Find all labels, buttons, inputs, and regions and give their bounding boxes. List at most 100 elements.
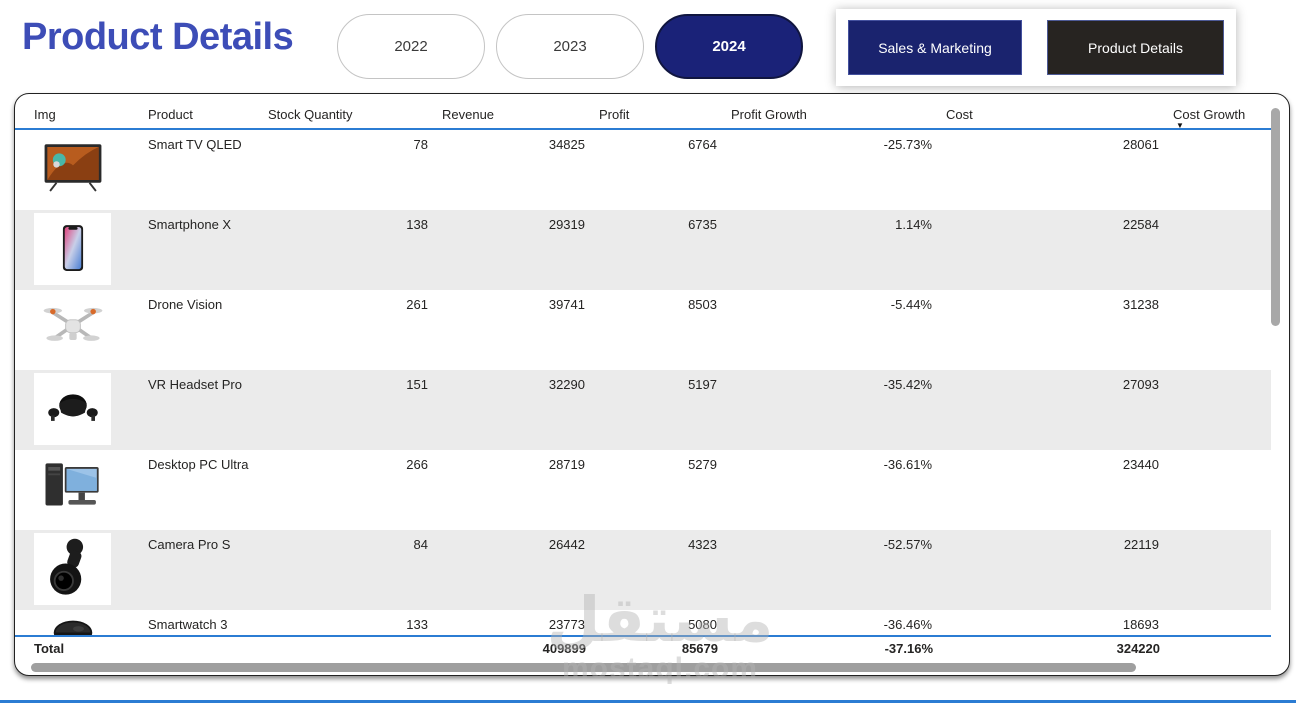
cell-cost: 18693 [1122, 617, 1159, 632]
year-2024-button[interactable]: 2024 [655, 14, 803, 79]
table-row: VR Headset Pro 151 32290 5197 -35.42% 27093 [15, 370, 1271, 450]
cell-profit-growth: -5.44% [890, 297, 932, 312]
cell-revenue: 29319 [429, 210, 586, 290]
cell-image [15, 210, 135, 290]
cell-revenue: 23773 [548, 617, 585, 632]
column-header-cost-growth[interactable]: Cost Growth ▼ [1160, 94, 1271, 130]
cell-image [15, 370, 135, 450]
cell-revenue: 26442 [429, 530, 586, 610]
cell-stock: 84 [255, 530, 429, 610]
cell-image [15, 130, 135, 210]
horizontal-scrollbar-thumb[interactable] [31, 663, 1136, 672]
cell-cost-growth [1160, 370, 1271, 450]
total-revenue: 409899 [429, 635, 586, 660]
cell-profit: 6735 [586, 210, 718, 290]
table-row: Desktop PC Ultra 266 28719 5279 -36.61% 23440 [15, 450, 1271, 530]
vr-headset-product-image [34, 373, 111, 445]
vertical-scrollbar-thumb[interactable] [1271, 108, 1280, 326]
cell-revenue: 28719 [548, 457, 585, 472]
cell-cost: 31238 [1122, 297, 1159, 312]
cell-cost: 22584 [933, 210, 1160, 290]
cell-profit-growth: -52.57% [718, 530, 933, 610]
column-header-img[interactable]: Img [15, 94, 135, 130]
desktop-pc-product-image [34, 453, 111, 525]
total-cost-growth [1160, 635, 1271, 660]
cell-profit: 5080 [688, 617, 717, 632]
column-header-revenue[interactable]: Revenue [429, 94, 586, 130]
camera-product-image [34, 533, 111, 605]
table-rows-viewport: Smart TV QLED 78 34825 6764 -25.73% 28061 Smar… [15, 130, 1271, 635]
cell-cost-growth [1160, 450, 1271, 530]
cell-stock: 133 [406, 617, 428, 632]
cell-image [15, 530, 135, 610]
column-header-product[interactable]: Product [135, 94, 255, 130]
cell-cost-growth [1160, 130, 1271, 210]
cell-stock: 261 [406, 297, 428, 312]
cell-profit-growth: -35.42% [718, 370, 933, 450]
cell-product: Camera Pro S [135, 530, 255, 610]
cell-profit-growth: 1.14% [718, 210, 933, 290]
total-stock [255, 635, 429, 660]
cell-product: Smart TV QLED [148, 137, 242, 152]
cell-profit: 5197 [586, 370, 718, 450]
cell-profit: 4323 [586, 530, 718, 610]
cell-product: Drone Vision [148, 297, 223, 312]
cell-stock: 78 [413, 137, 428, 152]
cell-profit-growth: -25.73% [883, 137, 932, 152]
year-2023-button[interactable]: 2023 [496, 14, 644, 79]
year-2022-button[interactable]: 2022 [337, 14, 485, 79]
page-bottom-border [0, 700, 1296, 703]
cell-product: Desktop PC Ultra [148, 457, 249, 472]
total-cost: 324220 [933, 635, 1160, 660]
smart-tv-product-image [34, 133, 111, 205]
cell-cost-growth [1160, 610, 1271, 635]
drone-product-image [34, 293, 111, 365]
cell-image [15, 610, 135, 635]
nav-product-details-button[interactable]: Product Details [1047, 20, 1224, 75]
cell-stock: 151 [255, 370, 429, 450]
cell-cost-growth [1160, 530, 1271, 610]
cell-revenue: 39741 [548, 297, 585, 312]
column-header-cost[interactable]: Cost [933, 94, 1160, 130]
table-total-row: Total 409899 85679 -37.16% 324220 [15, 635, 1271, 660]
smartwatch-product-image [34, 613, 111, 635]
horizontal-scrollbar-track [15, 661, 1271, 674]
product-table-card: Img Product Stock Quantity Revenue Profi… [14, 93, 1290, 676]
column-header-stock-quantity[interactable]: Stock Quantity [255, 94, 429, 130]
column-header-profit[interactable]: Profit [586, 94, 718, 130]
page-title: Product Details [22, 16, 294, 58]
cell-product: Smartwatch 3 [148, 617, 228, 632]
cell-cost-growth [1160, 210, 1271, 290]
nav-sales-marketing-button[interactable]: Sales & Marketing [848, 20, 1022, 75]
cell-cost-growth [1160, 290, 1271, 370]
smartphone-product-image [34, 213, 111, 285]
cell-profit-growth: -36.61% [883, 457, 932, 472]
table-row: Drone Vision 261 39741 8503 -5.44% 31238 [15, 290, 1271, 370]
table-row: Smartwatch 3 133 23773 5080 -36.46% 18693 [15, 610, 1271, 635]
cell-profit: 6764 [688, 137, 717, 152]
page-nav-card: Sales & Marketing Product Details [836, 9, 1236, 86]
column-header-cost-growth-label: Cost Growth [1173, 107, 1246, 122]
table-header: Img Product Stock Quantity Revenue Profi… [15, 94, 1271, 130]
cell-cost: 22119 [933, 530, 1160, 610]
sort-descending-icon: ▼ [1176, 121, 1184, 129]
cell-revenue: 34825 [548, 137, 585, 152]
table-row: Smart TV QLED 78 34825 6764 -25.73% 28061 [15, 130, 1271, 210]
year-filter: 2022 2023 2024 [337, 14, 803, 79]
total-profit: 85679 [586, 635, 718, 660]
cell-cost: 27093 [933, 370, 1160, 450]
cell-profit: 5279 [688, 457, 717, 472]
column-header-profit-growth[interactable]: Profit Growth [718, 94, 933, 130]
cell-revenue: 32290 [429, 370, 586, 450]
table-row: Smartphone X 138 29319 6735 1.14% 22584 [15, 210, 1271, 290]
cell-stock: 266 [406, 457, 428, 472]
cell-product: Smartphone X [135, 210, 255, 290]
cell-image [15, 450, 135, 530]
cell-profit-growth: -36.46% [883, 617, 932, 632]
cell-cost: 23440 [1122, 457, 1159, 472]
cell-stock: 138 [255, 210, 429, 290]
cell-product: VR Headset Pro [135, 370, 255, 450]
total-profit-growth: -37.16% [718, 635, 933, 660]
total-label: Total [15, 635, 255, 660]
table-row: Camera Pro S 84 26442 4323 -52.57% 22119 [15, 530, 1271, 610]
